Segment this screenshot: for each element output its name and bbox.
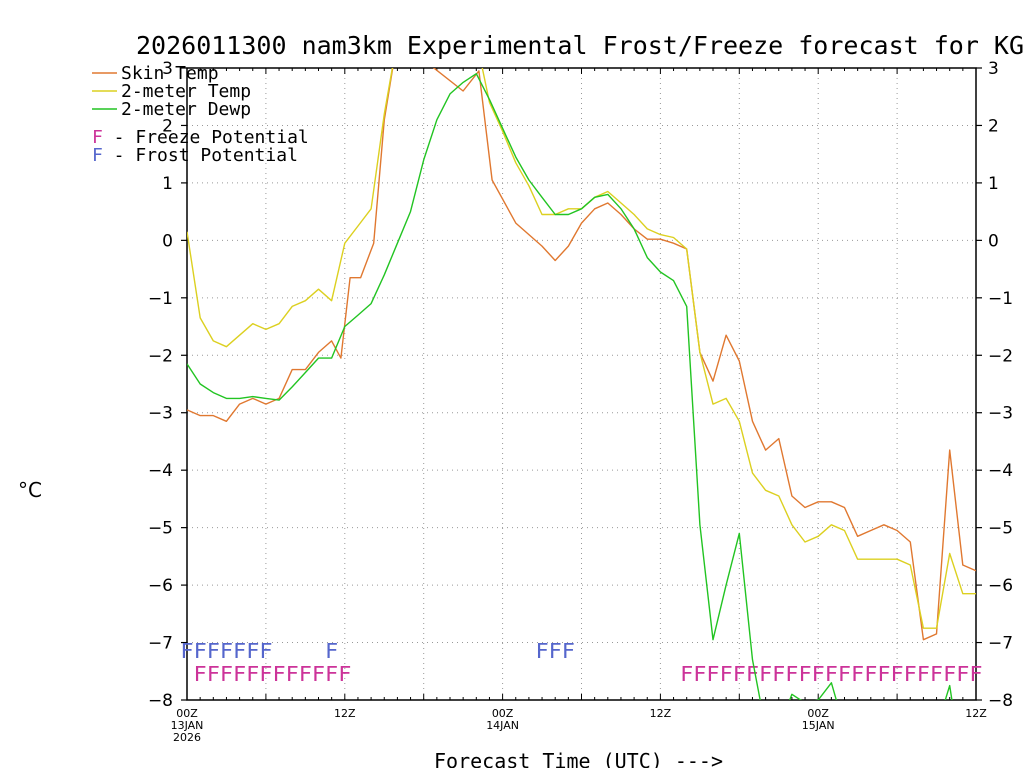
y-tick-label: −1 [148,289,173,309]
series-lines [187,68,976,700]
x-tick-label: 13JAN [171,719,204,732]
y-tick-label: −8 [148,691,173,711]
y-axis-left: −8 −7 −6 −5 −4 −3 −2 −1 0 1 2 3 [148,59,187,711]
chart-title: 2026011300 nam3km Experimental Frost/Fre… [136,31,1024,60]
y-tick-label-right: 2 [988,116,999,136]
frost-potential-marker: FFF [535,639,575,663]
x-tick-label: 12Z [650,707,672,720]
y-tick-label: −3 [148,404,173,424]
y-tick-label: 1 [162,174,173,194]
y-tick-label-right: 0 [988,231,999,251]
y-tick-label: −6 [148,576,173,596]
y-tick-label-right: −4 [988,461,1013,481]
y-tick-label: −5 [148,519,173,539]
frost-potential-marker: F [325,639,338,663]
potential-markers: FFFFFFF F FFFFFFFFFFFFFFF FFFFFFFFFFFFFFFFF… [180,639,982,686]
y-tick-label: −2 [148,346,173,366]
x-tick-label: 00Z [176,707,198,720]
x-tick-label: 12Z [965,707,987,720]
frost-potential-marker: FFFFFFF [180,639,272,663]
y-tick-label-right: −3 [988,404,1013,424]
series-line-2-meter-temp [187,68,976,629]
legend-potential: F - Freeze Potential [92,127,309,148]
x-tick-label: 12Z [334,707,356,720]
y-tick-label-right: −8 [988,691,1013,711]
y-tick-label-right: −5 [988,519,1013,539]
y-tick-label-right: −2 [988,346,1013,366]
y-tick-label: 0 [162,231,173,251]
y-tick-label-right: −6 [988,576,1013,596]
y-axis-label: °C [18,478,42,502]
series-line-2-meter-dewp [187,73,953,700]
y-tick-label: 2 [162,116,173,136]
x-tick-label: 14JAN [486,719,519,732]
y-axis-right: −8 −7 −6 −5 −4 −3 −2 −1 0 1 2 3 [976,59,1013,711]
x-tick-label: 2026 [173,731,201,744]
y-tick-label-right: 3 [988,59,999,79]
freeze-potential-marker: FFFFFFFFFFFFFFFFFFFFFFF [680,662,982,686]
y-tick-label: 3 [162,59,173,79]
x-tick-label: 00Z [807,707,829,720]
legend-label: Skin Temp [121,63,219,84]
y-tick-label-right: −1 [988,289,1013,309]
y-tick-label-right: −7 [988,634,1013,654]
legend-label: 2-meter Temp [121,81,251,102]
series-line-skin-temp [187,68,976,641]
gridlines [187,68,976,700]
y-tick-label: −7 [148,634,173,654]
x-tick-label: 00Z [492,707,514,720]
x-tick-label: 15JAN [802,719,835,732]
y-tick-label-right: 1 [988,174,999,194]
legend-label: 2-meter Dewp [121,99,251,120]
x-axis-label: Forecast Time (UTC) ---> [434,749,723,768]
y-tick-label: −4 [148,461,173,481]
freeze-potential-marker: FFFFFFFFFFFF [194,662,352,686]
legend-potential: F - Frost Potential [92,145,298,166]
